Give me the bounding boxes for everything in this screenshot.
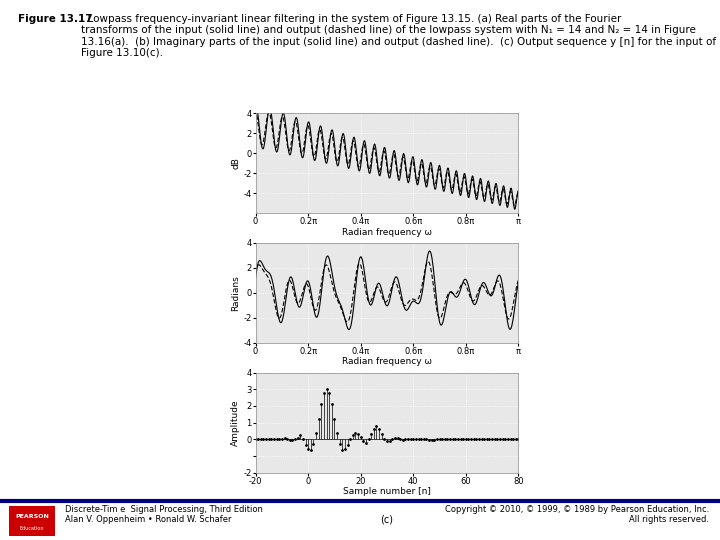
Y-axis label: Amplitude: Amplitude [231,399,240,446]
Text: Lowpass frequency-invariant linear filtering in the system of Figure 13.15. (a) : Lowpass frequency-invariant linear filte… [81,14,716,58]
X-axis label: Sample number [n]: Sample number [n] [343,487,431,496]
Text: (c): (c) [380,515,394,524]
Text: (b): (b) [380,385,394,395]
Y-axis label: dB: dB [231,158,240,169]
Text: Discrete-Tim e  Signal Processing, Third Edition
Alan V. Oppenheim • Ronald W. S: Discrete-Tim e Signal Processing, Third … [65,505,263,524]
Text: Copyright © 2010, © 1999, © 1989 by Pearson Education, Inc.
All rights reserved.: Copyright © 2010, © 1999, © 1989 by Pear… [445,505,709,524]
X-axis label: Radian frequency ω: Radian frequency ω [342,357,432,367]
Text: PEARSON: PEARSON [15,514,49,519]
X-axis label: Radian frequency ω: Radian frequency ω [342,228,432,237]
Text: Education: Education [19,526,45,531]
Y-axis label: Radians: Radians [231,275,240,311]
Text: Figure 13.17: Figure 13.17 [18,14,93,24]
Text: (a): (a) [380,255,394,265]
